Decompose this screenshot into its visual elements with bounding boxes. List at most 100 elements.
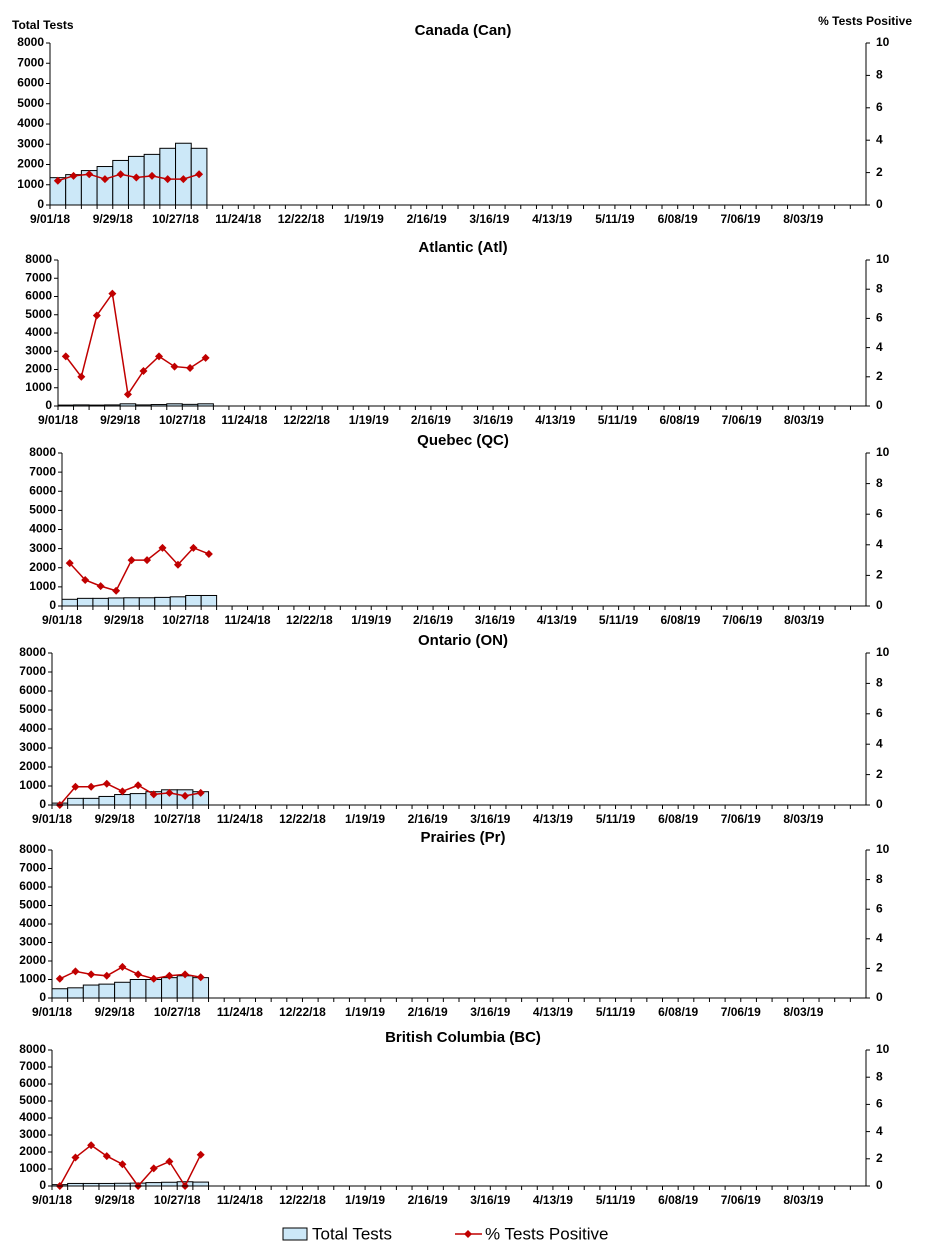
x-tick-label: 8/03/19	[784, 413, 824, 427]
line-marker	[102, 1152, 111, 1161]
y2-tick-label: 2	[876, 767, 883, 781]
x-tick-label: 1/19/19	[344, 212, 384, 226]
bar	[82, 984, 100, 999]
y-tick-label: 7000	[19, 664, 46, 678]
y-tick-label: 3000	[19, 740, 46, 754]
x-tick-label: 5/11/19	[595, 212, 635, 226]
y-tick-label: 3000	[19, 1127, 46, 1141]
x-tick-label: 6/08/19	[658, 812, 698, 826]
bar	[123, 597, 140, 607]
x-tick-label: 2/16/19	[407, 212, 447, 226]
x-tick-label: 8/03/19	[783, 812, 823, 826]
y-tick-label: 6000	[19, 1076, 46, 1090]
line-marker	[165, 788, 174, 797]
y2-tick-label: 4	[876, 537, 883, 551]
x-tick-label: 5/11/19	[598, 413, 638, 427]
y-tick-label: 6000	[25, 289, 52, 303]
x-tick-label: 10/27/18	[152, 212, 199, 226]
y2-tick-label: 2	[876, 568, 883, 582]
bar	[76, 597, 94, 607]
y-tick-label: 5000	[25, 307, 52, 321]
chart-title: Prairies (Pr)	[420, 829, 505, 846]
x-tick-label: 11/24/18	[221, 413, 267, 427]
bar	[185, 594, 202, 607]
x-tick-label: 10/27/18	[154, 1005, 201, 1019]
y-tick-label: 0	[45, 398, 52, 412]
y-tick-label: 3000	[19, 935, 46, 949]
x-tick-label: 10/27/18	[154, 1193, 201, 1207]
legend-label: % Tests Positive	[485, 1224, 608, 1243]
x-tick-label: 9/29/18	[100, 413, 140, 427]
line-marker	[92, 311, 101, 320]
bar	[161, 1181, 178, 1187]
line-marker	[189, 543, 198, 552]
y-tick-label: 7000	[19, 861, 46, 875]
y2-tick-label: 6	[876, 706, 883, 720]
bar	[82, 797, 100, 806]
chart-title: British Columbia (BC)	[385, 1029, 541, 1046]
x-tick-label: 2/16/19	[408, 812, 448, 826]
line-marker	[139, 366, 148, 375]
y2-tick-label: 6	[876, 100, 883, 114]
y-tick-label: 2000	[19, 953, 46, 967]
y2-tick-label: 8	[876, 1069, 883, 1083]
x-tick-label: 12/22/18	[283, 413, 330, 427]
y2-tick-label: 2	[876, 369, 883, 383]
line-marker	[85, 170, 94, 179]
bar	[129, 793, 147, 806]
bar	[114, 981, 131, 999]
line-marker	[118, 787, 127, 796]
y2-tick-label: 8	[876, 676, 883, 690]
bar	[192, 1181, 210, 1187]
y2-tick-label: 0	[876, 990, 883, 1004]
x-tick-label: 6/08/19	[658, 212, 698, 226]
line-marker	[201, 353, 210, 362]
line-marker	[53, 176, 62, 185]
x-tick-label: 3/16/19	[470, 812, 510, 826]
line-marker	[87, 970, 96, 979]
x-tick-label: 7/06/19	[720, 212, 760, 226]
bar	[61, 598, 78, 607]
bar	[175, 142, 192, 206]
y2-tick-label: 10	[876, 645, 890, 659]
x-tick-label: 6/08/19	[660, 413, 700, 427]
y-tick-label: 7000	[19, 1059, 46, 1073]
x-tick-label: 5/11/19	[596, 812, 636, 826]
x-tick-label: 3/16/19	[470, 1193, 510, 1207]
y-tick-label: 1000	[17, 177, 44, 191]
x-tick-label: 12/22/18	[279, 812, 326, 826]
line-marker	[179, 175, 188, 184]
y-tick-label: 8000	[17, 35, 44, 49]
x-tick-label: 2/16/19	[408, 1193, 448, 1207]
line-marker	[181, 791, 190, 800]
x-tick-label: 6/08/19	[658, 1193, 698, 1207]
line-marker	[77, 372, 86, 381]
y-tick-label: 1000	[25, 380, 52, 394]
line-marker	[69, 171, 78, 180]
x-tick-label: 9/01/18	[32, 1005, 72, 1019]
bar	[92, 597, 109, 607]
x-tick-label: 12/22/18	[278, 212, 325, 226]
bar	[51, 988, 69, 999]
x-tick-label: 1/19/19	[349, 413, 389, 427]
line-marker	[165, 971, 174, 980]
y-tick-label: 1000	[19, 972, 46, 986]
chart-title: Canada (Can)	[415, 22, 512, 39]
x-tick-label: 11/24/18	[217, 812, 263, 826]
line-marker	[87, 782, 96, 791]
x-tick-label: 10/27/18	[162, 613, 209, 627]
x-tick-label: 12/22/18	[279, 1193, 326, 1207]
line-marker	[195, 170, 204, 179]
bar	[176, 975, 194, 999]
y2-tick-label: 8	[876, 281, 883, 295]
y-tick-label: 0	[49, 598, 56, 612]
y2-tick-label: 0	[876, 598, 883, 612]
y-tick-label: 8000	[25, 252, 52, 266]
bar	[114, 794, 131, 806]
y-tick-label: 2000	[29, 560, 56, 574]
x-tick-label: 3/16/19	[469, 212, 509, 226]
line-marker	[65, 559, 74, 568]
line-marker	[55, 974, 64, 983]
line-marker	[186, 364, 195, 373]
